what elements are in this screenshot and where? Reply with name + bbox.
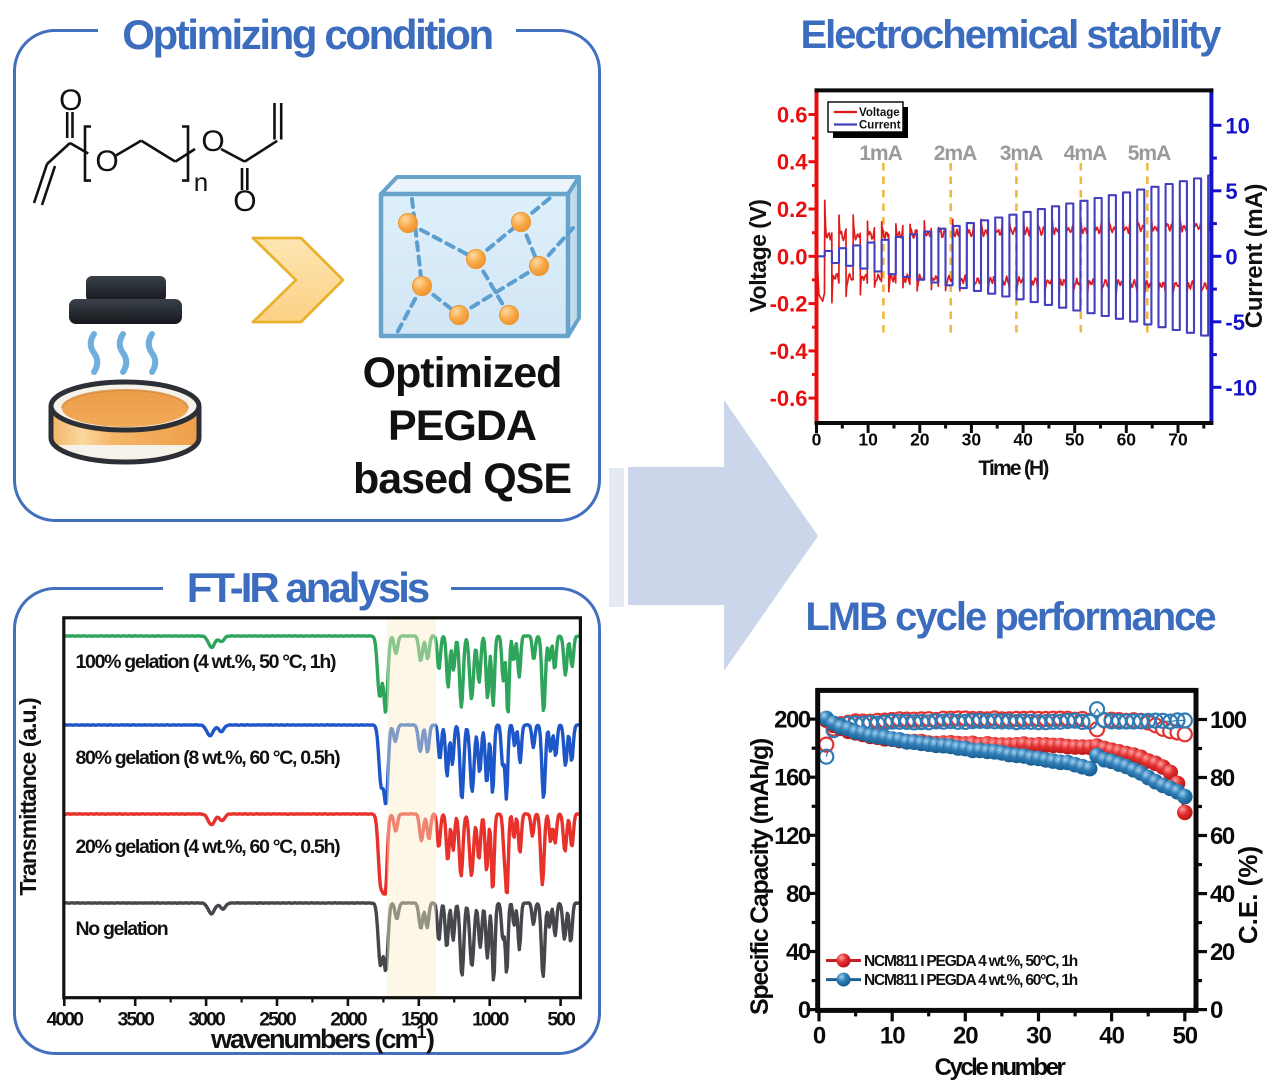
svg-text:100: 100 [1210,707,1247,734]
svg-text:-0.4: -0.4 [770,339,809,364]
svg-text:wavenumbers (cm1): wavenumbers (cm1) [210,1022,434,1054]
svg-text:4mA: 4mA [1064,142,1107,165]
svg-text:40: 40 [786,939,811,966]
svg-text:500: 500 [547,1009,576,1031]
svg-text:O: O [59,85,82,117]
svg-text:20: 20 [953,1022,978,1049]
svg-text:80: 80 [786,881,811,908]
svg-text:0.2: 0.2 [777,197,808,222]
svg-text:30: 30 [962,430,982,450]
svg-text:80% gelation (8 wt.%, 60 °C, 0: 80% gelation (8 wt.%, 60 °C, 0.5h) [76,747,341,769]
svg-text:5: 5 [1225,179,1237,204]
svg-text:60: 60 [1117,430,1137,450]
svg-text:2mA: 2mA [934,142,977,165]
svg-text:3000: 3000 [188,1009,226,1031]
svg-text:10: 10 [858,430,878,450]
svg-text:-5: -5 [1225,310,1245,335]
svg-text:O: O [95,145,118,178]
svg-text:100% gelation (4 wt.%, 50 °C,: 100% gelation (4 wt.%, 50 °C, 1h) [76,651,336,673]
svg-text:40: 40 [1099,1022,1124,1049]
svg-text:Current (mA): Current (mA) [1241,184,1268,328]
svg-text:10: 10 [880,1022,905,1049]
svg-text:Cycle number: Cycle number [935,1054,1066,1081]
svg-text:-0.2: -0.2 [770,292,808,317]
svg-text:NCM811 I PEGDA 4 wt.%, 60°C, 1: NCM811 I PEGDA 4 wt.%, 60°C, 1h [864,972,1078,989]
svg-text:Specific Capacity (mAh/g): Specific Capacity (mAh/g) [746,738,774,1015]
svg-text:160: 160 [774,765,811,792]
svg-text:1000: 1000 [472,1009,510,1031]
svg-text:30: 30 [1026,1022,1051,1049]
svg-text:70: 70 [1168,430,1188,450]
svg-text:n: n [194,167,208,197]
svg-text:No gelation: No gelation [76,918,168,940]
svg-text:2000: 2000 [330,1009,368,1031]
svg-text:1mA: 1mA [859,142,902,165]
svg-text:0: 0 [812,430,822,450]
svg-text:NCM811 I PEGDA 4 wt.%, 50°C, 1: NCM811 I PEGDA 4 wt.%, 50°C, 1h [864,953,1078,970]
svg-text:-0.6: -0.6 [770,386,808,411]
svg-text:2500: 2500 [259,1009,297,1031]
svg-text:Voltage: Voltage [859,107,900,119]
svg-text:20% gelation (4 wt.%, 60 °C, 0: 20% gelation (4 wt.%, 60 °C, 0.5h) [76,836,341,858]
svg-text:5mA: 5mA [1128,142,1171,165]
svg-text:40: 40 [1210,881,1235,908]
svg-text:0.0: 0.0 [777,244,808,269]
svg-text:0: 0 [1210,997,1223,1024]
svg-text:0: 0 [1225,244,1237,269]
svg-text:-10: -10 [1225,375,1257,400]
svg-text:3500: 3500 [118,1009,156,1031]
svg-text:O: O [201,125,224,158]
svg-text:0.6: 0.6 [777,103,808,128]
svg-text:Current: Current [859,120,901,132]
svg-text:Time (H): Time (H) [978,457,1048,480]
svg-text:60: 60 [1210,823,1235,850]
svg-text:50: 50 [1065,430,1085,450]
svg-text:120: 120 [774,823,811,850]
svg-text:C.E. (%): C.E. (%) [1233,846,1263,944]
svg-text:0: 0 [798,997,811,1024]
svg-text:20: 20 [1210,939,1235,966]
svg-text:20: 20 [910,430,930,450]
svg-text:3mA: 3mA [1000,142,1043,165]
svg-text:O: O [233,185,256,218]
svg-text:200: 200 [774,707,811,734]
svg-text:10: 10 [1225,113,1249,138]
svg-text:1500: 1500 [401,1009,439,1031]
svg-text:0.4: 0.4 [777,150,808,175]
svg-text:80: 80 [1210,765,1235,792]
svg-text:40: 40 [1013,430,1033,450]
svg-text:0: 0 [813,1022,826,1049]
svg-text:Voltage (V): Voltage (V) [745,200,771,313]
svg-text:4000: 4000 [47,1009,85,1031]
svg-text:50: 50 [1172,1022,1197,1049]
svg-text:Transmittance (a.u.): Transmittance (a.u.) [15,698,41,896]
